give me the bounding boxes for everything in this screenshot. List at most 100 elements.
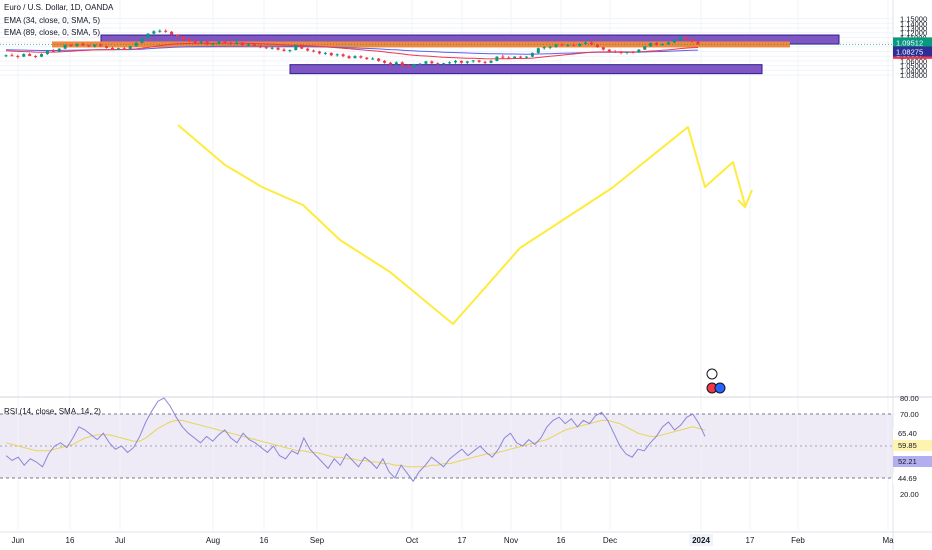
candle-body [607, 49, 611, 52]
projection-arrow [737, 189, 753, 209]
candle-body [347, 56, 351, 59]
candle-body [152, 31, 156, 34]
rsi-line [5, 397, 706, 483]
candle-body [649, 43, 653, 47]
candle-body [584, 42, 588, 44]
candle-body [489, 60, 493, 63]
candle-body [690, 39, 694, 42]
candle-body [128, 46, 132, 50]
time-tick-label: 2024 [692, 536, 710, 545]
candle-body [294, 45, 298, 51]
support-zone [289, 64, 763, 75]
candle-body [241, 42, 245, 45]
rsi-value-label-bg [893, 456, 932, 467]
candle-body [39, 54, 43, 57]
candle-body [317, 51, 321, 54]
candle-body [146, 33, 150, 39]
candle-body [643, 46, 647, 50]
candle-body [542, 47, 546, 49]
candle-body [335, 54, 339, 56]
candle-body [329, 52, 333, 56]
candle-body [300, 45, 304, 49]
time-tick-label: 16 [260, 536, 269, 545]
candle-body [548, 46, 552, 48]
candle-body [524, 56, 528, 58]
price-tick-label: 1.15000 [900, 15, 927, 24]
rsi-value-label: 59.85 [898, 441, 917, 450]
candle-body [696, 41, 700, 45]
candle-body [383, 60, 387, 63]
time-tick-label: 16 [66, 536, 75, 545]
time-tick-label: Ma [882, 536, 894, 545]
candle-body [655, 43, 659, 45]
candle-body [282, 49, 286, 52]
legend-ema89: EMA (89, close, 0, SMA, 5) [4, 28, 101, 37]
candle-body [105, 46, 109, 48]
candle-body [57, 48, 61, 52]
candle-body [93, 44, 97, 47]
candle-body [418, 63, 422, 65]
candle-body [430, 61, 434, 64]
candle-body [365, 57, 369, 60]
candle-body [501, 56, 505, 58]
candle-body [436, 63, 440, 65]
price-tick-label: 1.03000 [900, 71, 927, 80]
time-tick-label: Sep [310, 536, 325, 545]
candle-body [264, 47, 268, 49]
candle-body [359, 56, 363, 58]
candle-body [684, 37, 688, 40]
candle-body [270, 47, 274, 49]
rsi-tick-label: 20.00 [900, 490, 919, 499]
candle-body [252, 44, 256, 46]
time-tick-label: Dec [603, 536, 617, 545]
candle-body [619, 51, 623, 53]
candle-body [288, 50, 292, 52]
candle-body [519, 56, 523, 58]
candle-body [164, 30, 168, 32]
ema34-line [5, 42, 699, 60]
candle-body [28, 54, 32, 56]
candle-body [590, 42, 594, 45]
candle-body [51, 50, 55, 52]
price-tick-label: 1.12000 [900, 29, 927, 38]
candle-body [672, 40, 676, 43]
candle-body [601, 47, 605, 50]
candle-body [465, 61, 469, 63]
candle-body [406, 65, 410, 68]
candle-body [394, 62, 398, 65]
candle-body [483, 61, 487, 63]
time-tick-label: Jun [12, 536, 25, 545]
time-tick-label: Aug [206, 536, 220, 545]
candle-body [63, 44, 67, 49]
candle-body [400, 62, 404, 66]
candle-body [578, 43, 582, 46]
candle-body [276, 47, 280, 50]
candle-body [4, 55, 8, 57]
candle-body [110, 47, 114, 50]
event-flash-icon [706, 368, 718, 380]
candle-body [217, 41, 221, 44]
candle-body [122, 48, 126, 50]
candle-body [572, 44, 576, 46]
candle-body [536, 48, 540, 53]
candle-body [637, 49, 641, 53]
candle-body [181, 36, 185, 40]
current-price-label: 1.09512 [896, 38, 923, 47]
ema89-label-bg [893, 46, 932, 57]
candle-body [353, 56, 357, 59]
candle-body [613, 51, 617, 53]
rsi-ma-line [5, 419, 706, 468]
candle-body [140, 38, 144, 43]
candle-body [477, 60, 481, 62]
candle-body [193, 41, 197, 44]
candle-body [229, 42, 233, 44]
rsi-value-label-bg [893, 473, 932, 484]
candle-body [158, 30, 162, 32]
candle-body [412, 64, 416, 68]
candle-body [211, 43, 215, 45]
candle-body [223, 41, 227, 43]
candle-body [625, 51, 629, 53]
candle-body [75, 43, 79, 46]
time-tick-highlight [689, 534, 713, 546]
